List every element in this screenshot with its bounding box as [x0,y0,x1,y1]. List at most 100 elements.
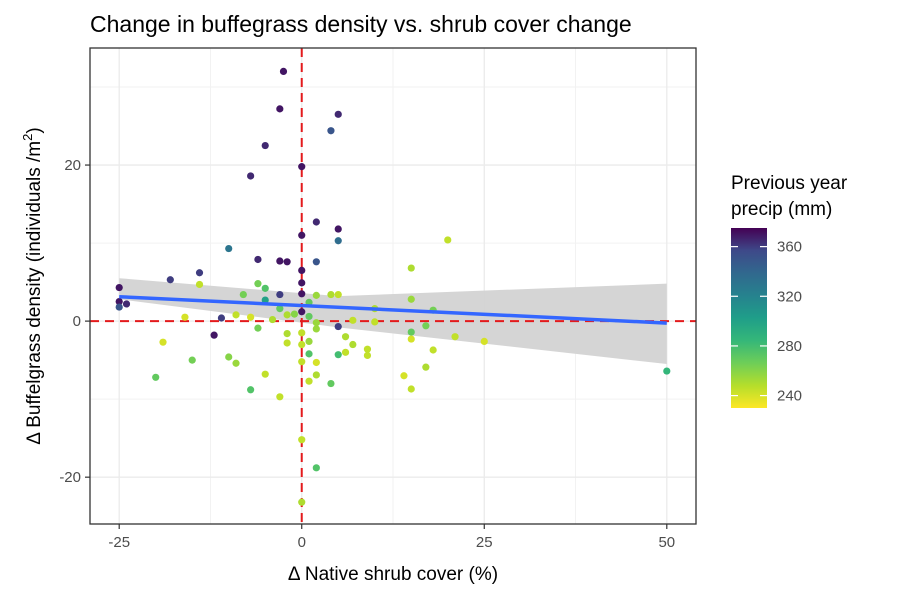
data-point [312,325,320,333]
y-axis: -20 0 20 [59,157,90,486]
x-tick-label: 0 [298,534,306,551]
data-point [279,67,288,76]
x-axis: -25 0 25 50 [108,524,675,551]
data-point [298,308,306,316]
data-point [312,371,320,379]
data-point [334,322,342,331]
data-point [298,163,306,171]
data-point [298,358,306,366]
data-point [305,337,313,346]
data-point [298,290,306,298]
data-point [312,258,320,266]
data-point [115,303,123,311]
data-point [152,373,160,381]
data-point [327,379,335,388]
data-point [276,105,284,113]
data-point [283,339,291,347]
data-point [305,377,313,385]
data-point [268,315,277,324]
data-point [298,279,306,287]
data-point [298,329,306,337]
data-point [290,310,299,318]
data-point [312,218,320,226]
data-point [407,264,415,272]
data-point [166,276,174,284]
data-point [334,290,342,299]
data-point [334,237,342,245]
data-point [298,436,306,444]
chart-title: Change in buffegrass density vs. shrub c… [90,11,632,37]
data-point [312,464,320,472]
data-point [195,269,204,277]
data-point [334,351,342,359]
data-point [341,333,350,341]
data-point [341,348,350,356]
plot-border [89,47,697,525]
legend-tick-label: 360 [777,239,802,256]
data-point [195,280,204,289]
data-point [298,340,306,349]
y-axis-title-superscript: 2 [20,134,35,141]
data-point [276,393,284,401]
data-point [407,385,415,393]
data-point [261,370,269,378]
data-point [444,236,452,244]
data-point [363,351,372,360]
data-point [400,372,408,380]
data-point [327,127,335,135]
data-point [349,340,357,349]
data-point [188,356,196,364]
data-point [247,386,255,394]
trend-line [119,294,667,325]
data-point [305,312,313,321]
data-point [298,231,306,239]
data-point [225,244,233,253]
data-point [371,318,379,326]
data-point [254,324,262,332]
legend-title-line1: Previous year [731,173,848,194]
data-point [232,359,240,367]
data-point [276,257,284,265]
y-tick-label: 20 [64,157,81,174]
legend-title-line2: precip (mm) [731,199,832,220]
x-tick-label: -25 [108,534,130,551]
data-point [115,298,123,306]
data-point [407,295,415,303]
data-point [663,367,671,375]
data-point [210,331,218,339]
data-point [451,333,459,341]
data-point [327,290,335,299]
y-tick-label: 0 [73,313,81,330]
data-point [283,330,291,338]
legend: Previous year precip (mm) 240 280 320 360 [731,173,848,408]
data-point [298,498,306,506]
x-tick-label: 25 [476,534,493,551]
legend-tick-label: 240 [777,388,802,405]
data-point [407,335,415,343]
legend-ticks: 240 280 320 360 [731,239,802,405]
data-point [225,353,233,361]
legend-colorbar [731,228,767,408]
data-point [312,291,320,299]
data-point [261,296,269,304]
data-point [159,338,167,346]
data-points [115,67,671,506]
data-point [363,345,372,353]
data-point [349,316,357,324]
data-point [254,255,262,264]
data-point [422,322,430,330]
legend-tick-label: 280 [777,338,802,355]
data-point [247,172,255,180]
data-point [217,314,226,322]
data-point [298,266,306,274]
y-axis-title-close: ) [24,127,45,133]
data-point [312,358,320,367]
data-point [232,311,240,319]
data-point [122,300,131,308]
data-point [283,311,291,319]
data-point [334,110,342,118]
data-point [429,346,437,354]
data-point [276,305,284,313]
